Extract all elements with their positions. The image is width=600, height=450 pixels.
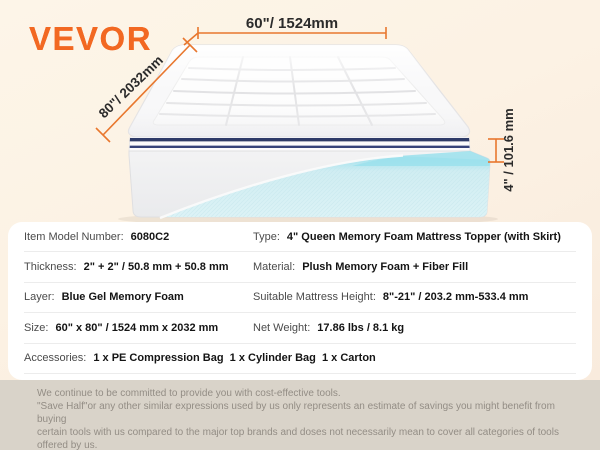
spec-material: Material: Plush Memory Foam + Fiber Fill <box>253 261 576 273</box>
table-row: Item Model Number: 6080C2 Type: 4" Queen… <box>24 222 576 253</box>
spec-label: Item Model Number: <box>24 230 124 243</box>
disclaimer-line: certain tools with us compared to the ma… <box>37 427 559 450</box>
spec-accessories: Accessories: 1 x PE Compression Bag 1 x … <box>24 352 576 364</box>
spec-net-weight: Net Weight: 17.86 lbs / 8.1 kg <box>253 322 576 334</box>
brand-logo: VEVOR <box>29 20 153 57</box>
spec-suitable-height: Suitable Mattress Height: 8"-21" / 203.2… <box>253 291 576 303</box>
spec-thickness: Thickness: 2" + 2" / 50.8 mm + 50.8 mm <box>24 261 253 273</box>
table-row: Layer: Blue Gel Memory Foam Suitable Mat… <box>24 283 576 314</box>
dim-height-label: 4" / 101.6 mm <box>501 108 516 192</box>
mattress-front-band <box>128 136 471 152</box>
spec-value: 2" + 2" / 50.8 mm + 50.8 mm <box>83 261 229 274</box>
spec-value: 60" x 80" / 1524 mm x 2032 mm <box>55 321 219 334</box>
mattress-lower-body <box>128 150 491 220</box>
spec-label: Type: <box>253 230 280 243</box>
spec-value: Blue Gel Memory Foam <box>61 291 184 304</box>
table-row: Thickness: 2" + 2" / 50.8 mm + 50.8 mm M… <box>24 252 576 283</box>
spec-layer: Layer: Blue Gel Memory Foam <box>24 291 253 303</box>
spec-table: Item Model Number: 6080C2 Type: 4" Queen… <box>8 222 592 380</box>
mattress-top-surface <box>127 44 471 138</box>
gel-top-strip <box>352 151 490 166</box>
table-row: Size: 60" x 80" / 1524 mm x 2032 mm Net … <box>24 313 576 344</box>
mattress-illustration: 60"/ 1524mm 80"/ 2032mm 4" / 101.6 mm <box>95 15 516 226</box>
navy-stripe-top <box>129 138 470 142</box>
spec-label: Layer: <box>24 291 55 304</box>
dim-depth-line <box>95 37 198 143</box>
spec-label: Material: <box>253 261 296 274</box>
spec-value: 4" Queen Memory Foam Mattress Topper (wi… <box>286 230 561 243</box>
spec-value: 6080C2 <box>130 230 170 243</box>
spec-value: 1 x PE Compression Bag 1 x Cylinder Bag … <box>93 352 376 365</box>
spec-type: Type: 4" Queen Memory Foam Mattress Topp… <box>253 231 576 243</box>
table-row: Accessories: 1 x PE Compression Bag 1 x … <box>24 344 576 374</box>
gel-mesh-texture <box>163 156 490 217</box>
spec-item-model: Item Model Number: 6080C2 <box>24 231 253 243</box>
spec-label: Size: <box>24 321 49 334</box>
dimension-annotations <box>95 27 504 163</box>
spec-value: 17.86 lbs / 8.1 kg <box>317 321 405 334</box>
navy-stripe-bottom <box>129 145 470 148</box>
spec-label: Thickness: <box>24 261 77 274</box>
spec-value: Plush Memory Foam + Fiber Fill <box>302 261 469 274</box>
disclaimer-line: We continue to be committed to provide y… <box>37 388 341 399</box>
spec-size: Size: 60" x 80" / 1524 mm x 2032 mm <box>24 322 253 334</box>
spec-label: Accessories: <box>24 352 87 365</box>
disclaimer-line: "Save Half"or any other similar expressi… <box>37 401 555 425</box>
spec-label: Net Weight: <box>253 321 311 334</box>
spec-label: Suitable Mattress Height: <box>253 291 376 304</box>
spec-value: 8"-21" / 203.2 mm-533.4 mm <box>382 291 529 304</box>
dim-width-line <box>183 27 387 46</box>
disclaimer: We continue to be committed to provide y… <box>0 380 600 450</box>
dim-height-line <box>488 138 504 163</box>
dim-width-label: 60"/ 1524mm <box>246 15 338 32</box>
